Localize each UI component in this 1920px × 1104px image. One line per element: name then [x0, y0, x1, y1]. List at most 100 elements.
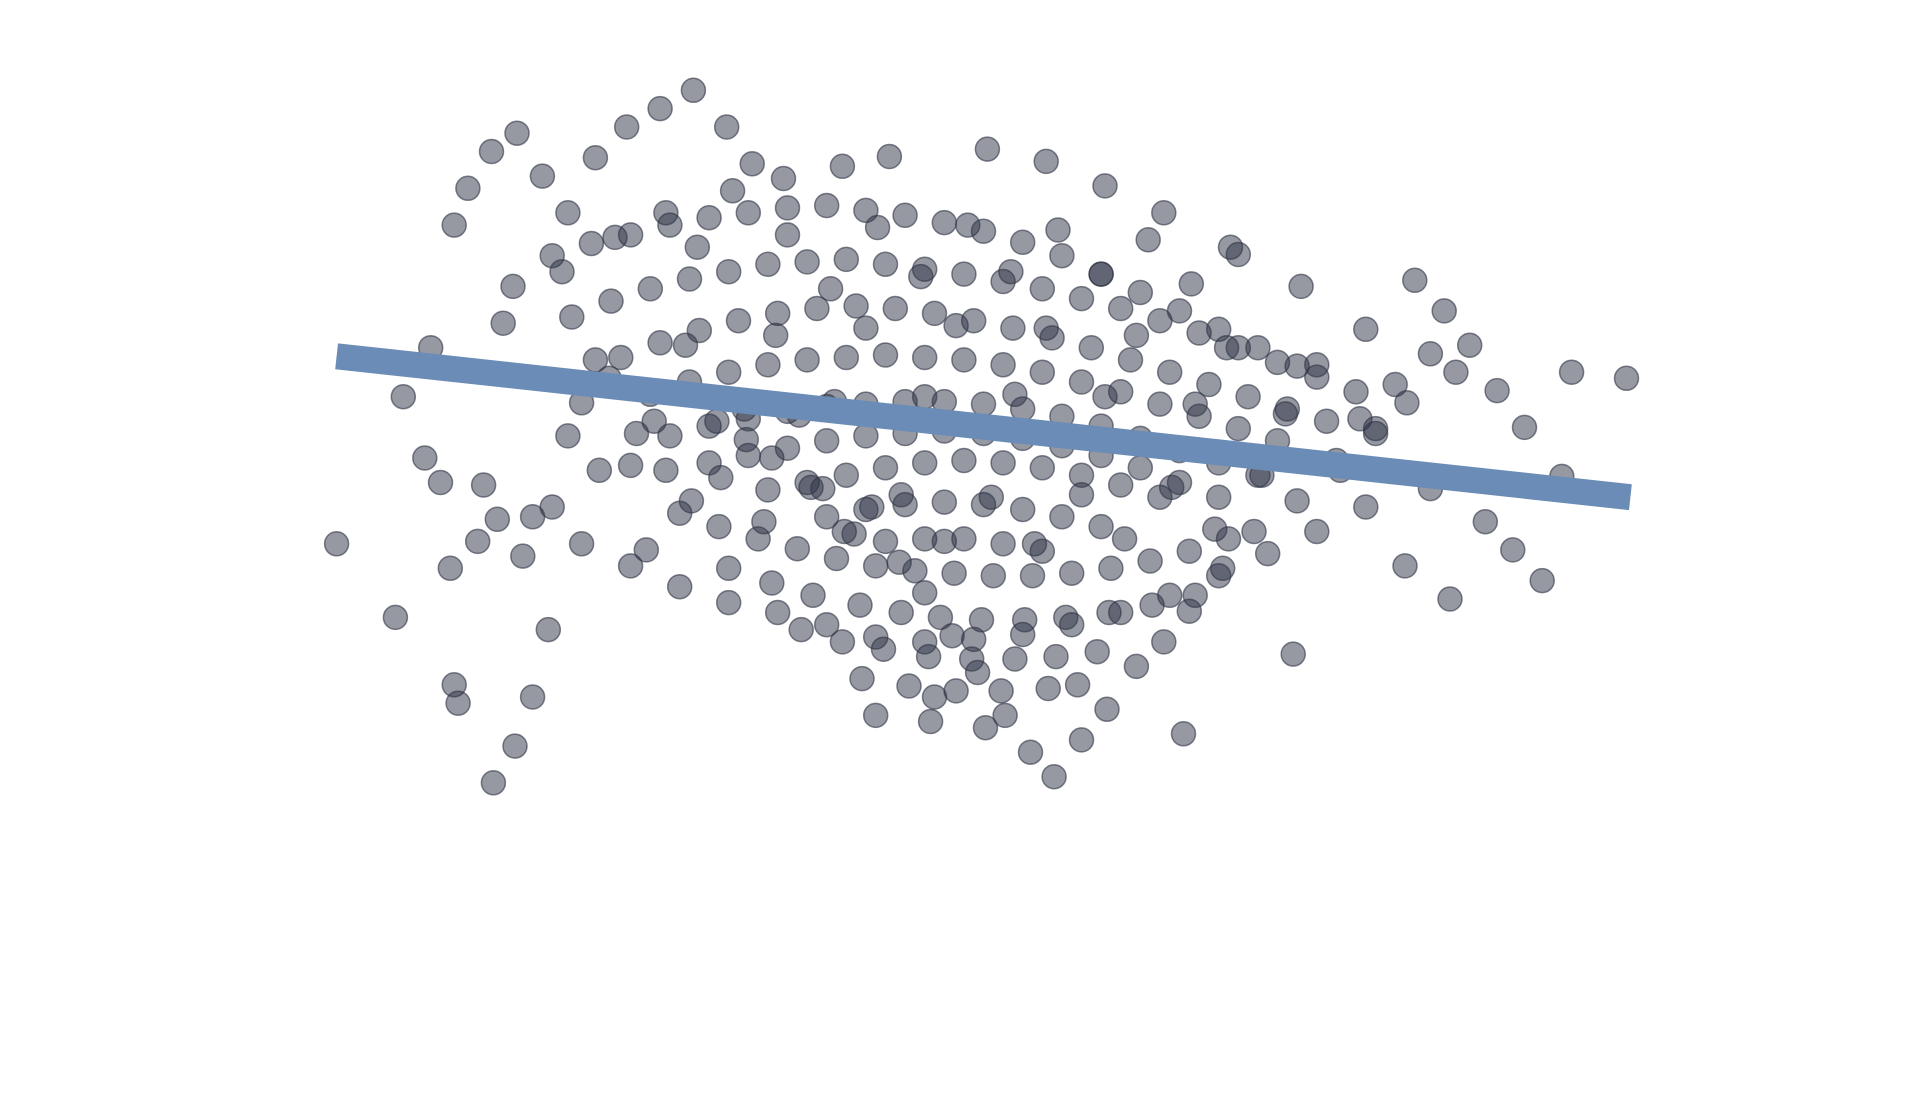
scatter-point	[602, 224, 628, 251]
scatter-point	[1019, 562, 1046, 589]
scatter-point	[882, 295, 909, 322]
scatter-point	[623, 420, 650, 447]
scatter-point	[829, 629, 856, 655]
scatter-point	[1472, 508, 1499, 535]
scatter-point	[829, 153, 856, 180]
scatter-point	[582, 144, 609, 171]
scatter-point	[706, 513, 732, 540]
scatter-point	[1002, 646, 1028, 672]
scatter-point	[1176, 538, 1203, 564]
scatter-point	[1123, 322, 1150, 349]
scatter-point	[876, 143, 903, 170]
scatter-point	[676, 266, 703, 292]
scatter-point	[555, 423, 581, 449]
scatter-point	[770, 165, 797, 192]
scatter-point	[755, 251, 781, 278]
scatter-point	[1382, 371, 1408, 398]
scatter-point	[1107, 599, 1134, 626]
scatter-point	[943, 312, 969, 339]
scatter-point	[1288, 273, 1314, 300]
scatter-point	[464, 528, 491, 555]
scatter-point	[1394, 390, 1420, 416]
scatter-point	[617, 452, 644, 479]
scatter-point	[1043, 643, 1069, 670]
scatter-point	[382, 604, 409, 631]
scatter-point	[888, 482, 914, 508]
scatter-point	[1045, 217, 1071, 243]
scatter-point	[1205, 484, 1232, 510]
scatter-point	[1002, 381, 1028, 408]
scatter-point	[794, 347, 820, 373]
scatter-point	[412, 445, 438, 471]
scatter-point	[849, 665, 875, 692]
scatter-point	[960, 626, 987, 653]
scatter-point	[1186, 320, 1212, 346]
scatter-point	[833, 344, 860, 371]
fit-line	[335, 343, 1632, 511]
scatter-point	[908, 263, 934, 290]
scatter-point	[1033, 315, 1059, 341]
scatter-point	[1092, 383, 1118, 410]
scatter-point	[617, 553, 644, 579]
scatter-point	[921, 300, 948, 327]
scatter-point	[1009, 229, 1036, 256]
scatter-point	[911, 344, 938, 371]
scatter-point	[437, 555, 464, 582]
scatter-point	[470, 472, 497, 498]
scatter-point	[1009, 496, 1036, 523]
scatter-point	[657, 423, 683, 449]
scatter-point	[1151, 629, 1177, 655]
scatter-point	[1392, 553, 1418, 579]
scatter-point	[1068, 482, 1095, 508]
scatter-point	[800, 582, 826, 609]
scatter-point	[823, 545, 850, 572]
scatter-point	[323, 531, 350, 557]
scatter-point	[972, 714, 999, 741]
scatter-point	[441, 212, 467, 238]
scatter-point	[992, 702, 1018, 729]
scatter-point	[1058, 560, 1085, 586]
scatter-point	[715, 359, 742, 385]
scatter-point	[680, 77, 707, 104]
scatter-point	[1284, 488, 1310, 514]
scatter-point	[719, 178, 746, 204]
scatter-point	[1123, 653, 1150, 680]
scatter-point	[1000, 315, 1026, 341]
scatter-point	[666, 573, 693, 600]
scatter-point	[951, 447, 977, 474]
scatter-point	[755, 352, 781, 378]
scatter-point	[931, 489, 958, 515]
scatter-point	[1417, 341, 1444, 367]
scatter-point	[892, 202, 918, 229]
scatter-point	[1029, 276, 1056, 302]
scatter-point	[519, 504, 546, 530]
scatter-point	[1558, 359, 1585, 385]
scatter-point	[568, 531, 595, 557]
scatter-point	[1304, 352, 1330, 378]
scatter-point	[1049, 242, 1075, 269]
scatter-point	[841, 521, 867, 547]
scatter-point	[484, 506, 511, 533]
scatter-point	[1017, 739, 1044, 765]
scatter-point	[1068, 369, 1095, 395]
scatter-point	[1443, 359, 1469, 385]
scatter-point	[1202, 516, 1228, 542]
scatter-point	[1225, 241, 1252, 268]
scatter-point	[1178, 271, 1205, 297]
scatter-point	[529, 163, 556, 189]
scatter-point	[390, 383, 417, 410]
scatter-point	[1058, 611, 1085, 638]
scatter-point	[862, 702, 889, 729]
scatter-point	[872, 251, 899, 278]
scatter-point	[1147, 391, 1173, 417]
scatter-point	[1107, 295, 1134, 322]
scatter-point	[641, 408, 667, 434]
scatter-point	[990, 531, 1016, 557]
scatter-point	[696, 413, 722, 439]
scatter-point	[774, 435, 801, 461]
scatter-point	[872, 342, 899, 368]
scatter-point	[1437, 586, 1463, 612]
scatter-point	[751, 508, 777, 535]
scatter-point	[1107, 472, 1134, 498]
scatter-point	[598, 288, 624, 314]
